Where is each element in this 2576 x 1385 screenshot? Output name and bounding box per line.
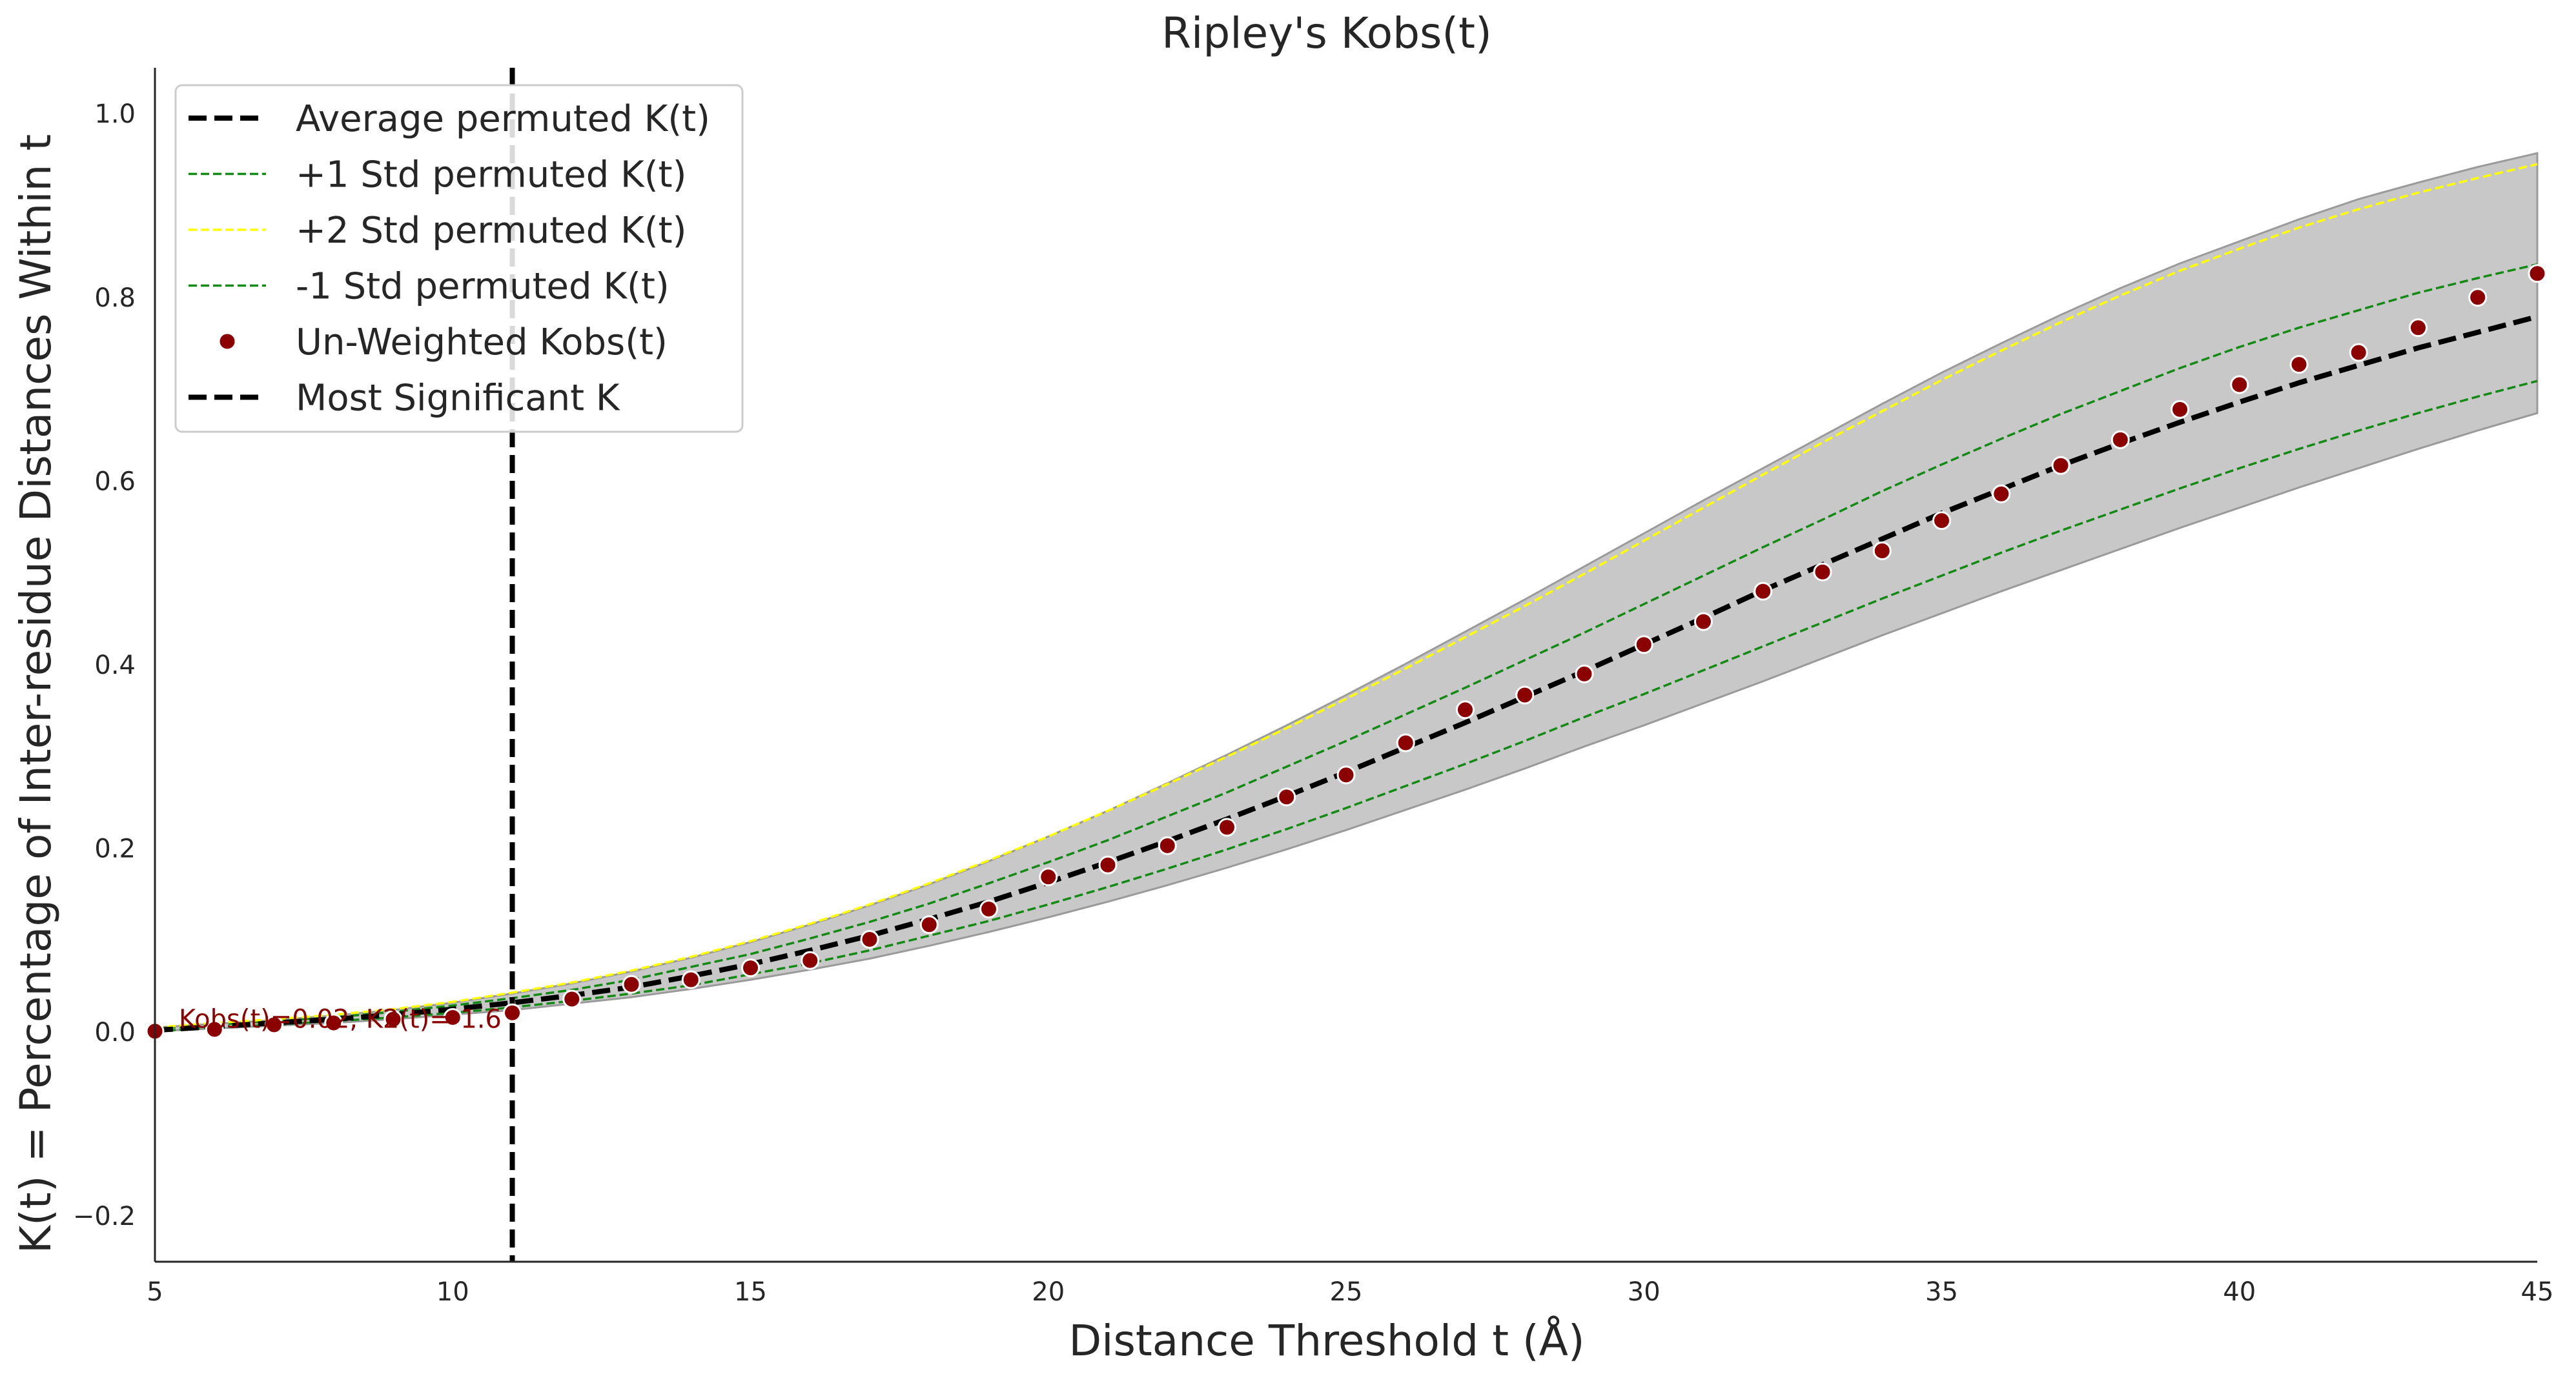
y-axis-label: K(t) = Percentage of Inter-residue Dista… [11, 134, 61, 1253]
kobs-point [1098, 855, 1118, 874]
x-tick-label: 20 [1032, 1277, 1065, 1307]
x-axis-label: Distance Threshold t (Å) [1068, 1316, 1584, 1366]
y-tick-label: 1.0 [94, 99, 136, 129]
legend-label: Most Significant K [296, 378, 620, 420]
legend: Average permuted K(t) +1 Std permuted K(t… [174, 84, 744, 433]
kobs-point [860, 930, 879, 949]
legend-label: +1 Std permuted K(t) [296, 154, 686, 196]
kobs-point [1813, 562, 1832, 581]
legend-label: +2 Std permuted K(t) [296, 210, 686, 252]
legend-marker [218, 332, 237, 351]
kobs-point [622, 975, 641, 994]
x-tick-label: 5 [147, 1277, 163, 1307]
x-tick-label: 30 [1628, 1277, 1661, 1307]
y-tick-label: 0.0 [94, 1018, 136, 1047]
kobs-point [2051, 456, 2070, 475]
series-line-2 [154, 163, 2538, 1029]
kobs-point [1932, 511, 1951, 531]
kobs-point [1634, 635, 1653, 654]
kobs-point [1456, 700, 1475, 720]
plot-area: Kobs(t)=0.02, K2(t)=-1.6 [145, 68, 2547, 1262]
kobs-point [681, 970, 700, 989]
legend-label: Un-Weighted Kobs(t) [296, 321, 668, 363]
x-tick-label: 40 [2223, 1277, 2256, 1307]
kobs-point [1515, 685, 1535, 705]
y-tick-label: 0.4 [94, 651, 136, 680]
y-tick-label: −0.2 [73, 1202, 136, 1231]
kobs-point [265, 1015, 283, 1035]
legend-label: Average permuted K(t) [296, 98, 710, 140]
kobs-point [2468, 288, 2488, 307]
kobs-annotation: Kobs(t)=0.02, K2(t)=-1.6 [179, 1004, 502, 1034]
kobs-point [1158, 836, 1177, 855]
series-line-3 [154, 379, 2538, 1033]
kobs-point [1218, 818, 1236, 837]
kobs-point [1992, 484, 2011, 503]
x-tick-label: 10 [436, 1277, 469, 1307]
kobs-point [1872, 541, 1892, 561]
kobs-point [205, 1020, 224, 1039]
x-tick-label: 25 [1330, 1277, 1363, 1307]
envelope-band [154, 152, 2539, 1033]
chart-title: Ripley's Kobs(t) [1161, 8, 1492, 58]
kobs-point [1694, 612, 1713, 631]
kobs-point [1039, 867, 1058, 887]
kobs-point [383, 1009, 403, 1029]
kobs-point [503, 1003, 522, 1022]
kobs-point [562, 989, 582, 1009]
kobs-point [1575, 664, 1594, 683]
kobs-point [1753, 581, 1773, 601]
kobs-point [2111, 430, 2130, 449]
kobs-point [1396, 733, 1415, 753]
x-tick-label: 15 [734, 1277, 767, 1307]
axes: 5 10 15 20 25 30 35 40 45 −0.2 0.0 0.2 0.4 0.6 0.8 1.0 [73, 68, 2554, 1307]
series-line-1 [154, 263, 2538, 1030]
y-tick-label: 0.2 [94, 834, 136, 864]
kobs-point [2409, 318, 2428, 338]
y-tick-label: 0.6 [94, 467, 136, 496]
kobs-point [1277, 787, 1296, 807]
kobs-point [801, 951, 820, 970]
kobs-point [1336, 765, 1356, 785]
kobs-point [2171, 399, 2189, 419]
kobs-point [2230, 375, 2249, 394]
legend-label: -1 Std permuted K(t) [296, 266, 670, 308]
kobs-point [324, 1013, 343, 1033]
kobs-point [2349, 343, 2368, 362]
kobs-point [2289, 355, 2309, 374]
kobs-point [443, 1007, 462, 1027]
x-tick-label: 45 [2521, 1277, 2554, 1307]
y-tick-label: 0.8 [94, 283, 136, 313]
kobs-point [979, 900, 998, 919]
kobs-point [2528, 264, 2547, 283]
kobs-point [919, 915, 939, 935]
legend-box [174, 84, 744, 433]
x-tick-label: 35 [1925, 1277, 1958, 1307]
kobs-point [741, 958, 760, 978]
